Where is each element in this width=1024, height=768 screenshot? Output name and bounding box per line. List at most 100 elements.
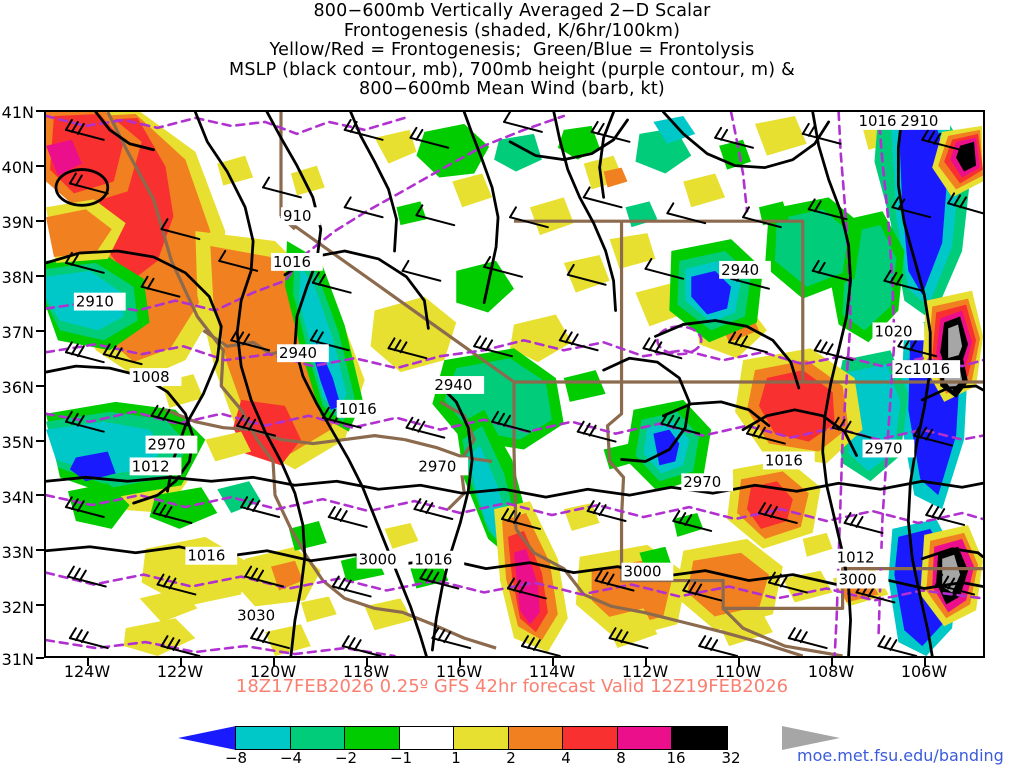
y-axis-label-40n: 40N [1, 158, 34, 177]
colorbar-tick-m2: −2 [334, 749, 358, 767]
colorbar-segment-3 [399, 727, 454, 749]
y-axis-label-34n: 34N [1, 488, 34, 507]
y-axis-label-38n: 38N [1, 268, 34, 287]
y-axis-label-32n: 32N [1, 598, 34, 617]
colorbar-under-arrow [178, 726, 236, 750]
colorbar-segment-1 [290, 727, 345, 749]
contour-label: 1016 [339, 400, 377, 418]
colorbar-segment-0 [236, 727, 291, 749]
forecast-caption: 18Z17FEB2026 0.25º GFS 42hr forecast Val… [235, 676, 789, 697]
contour-label: 2940 [434, 376, 472, 394]
contour-label: 3000 [839, 571, 877, 589]
contour-label: 1012 [837, 549, 875, 567]
x-axis-label-122w: 122W [156, 662, 204, 681]
contour-label: 910 [283, 207, 311, 225]
contour-label: 2970 [865, 440, 903, 458]
title-line-5: 800−600mb Mean Wind (barb, kt) [359, 79, 665, 99]
x-axis-label-124w: 124W [63, 662, 111, 681]
y-axis-label-39n: 39N [1, 213, 34, 232]
colorbar-tick-16: 16 [666, 749, 686, 767]
x-tick [180, 658, 182, 666]
y-tick [36, 330, 44, 332]
contour-label: 2940 [279, 344, 317, 362]
contour-label: 2940 [721, 261, 759, 279]
colorbar-tick-4: 4 [561, 749, 571, 767]
y-axis-label-37n: 37N [1, 323, 34, 342]
contour-label: 2c1016 [894, 360, 950, 378]
colorbar-segment-4 [454, 727, 509, 749]
contour-label: 3000 [624, 563, 662, 581]
x-tick [87, 658, 89, 666]
y-tick [36, 549, 44, 551]
contour-label: 2910 [76, 293, 114, 311]
map-plot-area[interactable]: 2910 1008 2970 1012 1016 3030 1016 910 2… [44, 110, 985, 658]
colorbar-tick-m8: −8 [224, 749, 248, 767]
y-axis-label-35n: 35N [1, 433, 34, 452]
frontogenesis-field: 2910 1008 2970 1012 1016 3030 1016 910 2… [46, 112, 983, 656]
contour-label: 2970 [683, 473, 721, 491]
contour-label: 1016 [765, 451, 803, 469]
x-axis-label-120w: 120W [249, 662, 297, 681]
y-tick [36, 657, 44, 659]
y-tick [36, 165, 44, 167]
colorbar-tick-m1: −1 [389, 749, 413, 767]
x-tick [273, 658, 275, 666]
y-tick [36, 110, 44, 112]
x-tick [552, 658, 554, 666]
colorbar-tick-1: 1 [451, 749, 461, 767]
colorbar-segment-7 [617, 727, 672, 749]
y-tick [36, 604, 44, 606]
y-tick [36, 494, 44, 496]
contour-label: 1016 [859, 112, 897, 130]
contour-label: 1016 [414, 551, 452, 569]
x-axis-label-118w: 118W [342, 662, 390, 681]
title-line-4: MSLP (black contour, mb), 700mb height (… [229, 59, 795, 80]
colorbar-tick-2: 2 [506, 749, 516, 767]
colorbar[interactable]: −8 −4 −2 −1 1 2 4 8 16 32 [0, 722, 1024, 768]
contour-label: 2970 [418, 457, 456, 475]
x-tick [924, 658, 926, 666]
x-tick [831, 658, 833, 666]
colorbar-tick-32: 32 [721, 749, 741, 767]
x-tick [366, 658, 368, 666]
contour-label: 1016 [187, 547, 225, 565]
y-tick [36, 440, 44, 442]
y-axis-label-41n: 41N [1, 103, 34, 122]
colorbar-tick-8: 8 [616, 749, 626, 767]
x-axis-label-106w: 106W [900, 662, 948, 681]
site-watermark[interactable]: moe.met.fsu.edu/banding [797, 746, 1004, 765]
contour-label: 3030 [237, 606, 275, 624]
colorbar-segment-8 [672, 727, 727, 749]
contour-label: 1008 [132, 368, 170, 386]
contour-label: 1020 [874, 322, 912, 340]
y-axis-label-33n: 33N [1, 543, 34, 562]
y-axis-label-31n: 31N [1, 650, 34, 669]
x-axis-label-112w: 112W [621, 662, 669, 681]
y-axis-label-36n: 36N [1, 378, 34, 397]
title-line-1: 800−600mb Vertically Averaged 2−D Scalar [313, 1, 711, 21]
y-tick [36, 220, 44, 222]
y-tick [36, 275, 44, 277]
x-tick [645, 658, 647, 666]
x-tick [738, 658, 740, 666]
colorbar-segment-5 [508, 727, 563, 749]
colorbar-segments[interactable] [235, 726, 728, 750]
x-axis-label-114w: 114W [528, 662, 576, 681]
title-line-2: Frontogenesis (shaded, K/6hr/100km) [343, 20, 681, 41]
colorbar-segment-2 [345, 727, 400, 749]
contour-label: 3000 [359, 551, 397, 569]
x-axis-label-110w: 110W [714, 662, 762, 681]
title-line-3: Yellow/Red = Frontogenesis; Green/Blue =… [269, 40, 755, 60]
x-axis-label-108w: 108W [807, 662, 855, 681]
contour-label: 2910 [900, 112, 938, 130]
figure-title-block: 800−600mb Vertically Averaged 2−D Scalar… [0, 1, 1024, 100]
contour-label: 1016 [273, 253, 311, 271]
contour-label: 1012 [132, 457, 170, 475]
y-tick [36, 385, 44, 387]
colorbar-tick-m4: −4 [279, 749, 303, 767]
colorbar-segment-6 [563, 727, 618, 749]
contour-label: 2970 [148, 436, 186, 454]
x-tick [459, 658, 461, 666]
x-axis-label-116w: 116W [435, 662, 483, 681]
